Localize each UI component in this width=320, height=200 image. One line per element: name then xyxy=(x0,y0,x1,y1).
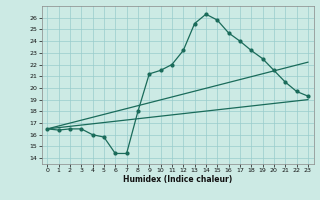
X-axis label: Humidex (Indice chaleur): Humidex (Indice chaleur) xyxy=(123,175,232,184)
